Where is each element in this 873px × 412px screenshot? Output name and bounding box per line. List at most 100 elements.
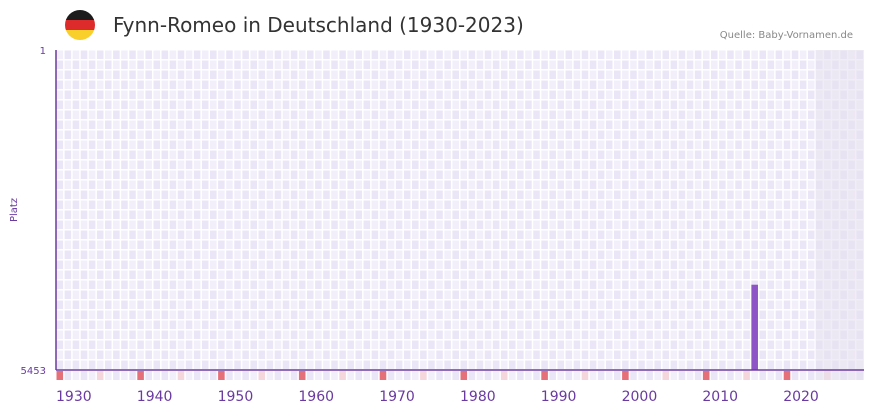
grid-cell [533,290,540,299]
year-marker [597,371,605,380]
grid-cell [751,240,758,249]
grid-cell [581,160,589,169]
grid-cell [177,170,185,179]
grid-cell [638,200,645,209]
grid-cell [403,60,411,69]
grid-cell [541,320,548,329]
grid-cell [298,240,306,249]
grid-cell [282,50,290,59]
grid-cell [234,180,241,189]
grid-cell [694,120,702,129]
grid-cell [56,260,64,269]
grid-cell [395,320,403,329]
grid-cell [104,80,112,89]
grid-cell [371,110,379,119]
grid-cell [306,200,314,209]
bar-2016[interactable] [751,284,758,370]
grid-cell [710,320,718,329]
grid-cell [533,130,540,139]
grid-cell [234,150,241,159]
grid-cell [436,110,443,119]
grid-cell [347,350,354,359]
grid-cell [331,70,338,79]
grid-cell [274,200,282,209]
grid-cell [185,190,193,199]
grid-cell [468,150,476,159]
grid-cell [412,190,419,199]
year-marker [395,371,403,380]
grid-cell [137,70,144,79]
grid-cell [468,320,476,329]
grid-cell [735,350,742,359]
grid-cell [234,220,241,229]
grid-cell [775,260,783,269]
grid-cell [80,250,88,259]
grid-cell [347,300,354,309]
grid-cell [436,240,443,249]
grid-cell [791,180,799,189]
grid-cell [323,120,330,129]
grid-cell [420,150,427,159]
grid-cell [113,120,120,129]
grid-cell [670,300,678,309]
grid-cell [298,70,306,79]
grid-cell [137,190,144,199]
grid-cell [686,270,694,279]
grid-cell [274,350,282,359]
grid-cell [436,140,443,149]
grid-cell [218,350,225,359]
grid-cell [298,160,306,169]
grid-cell [371,360,379,369]
grid-cell [799,60,807,69]
grid-cell [129,140,136,149]
grid-cell [541,250,548,259]
grid-cell [266,240,274,249]
grid-cell [258,150,266,159]
grid-cell [646,300,653,309]
year-marker [250,371,257,380]
grid-cell [428,130,435,139]
grid-cell [323,140,330,149]
grid-cell [201,150,209,159]
grid-cell [614,360,621,369]
grid-cell [670,360,678,369]
grid-cell [64,340,72,349]
grid-cell [686,240,694,249]
grid-cell [492,60,500,69]
grid-cell [743,150,750,159]
grid-cell [145,90,152,99]
grid-cell [525,360,532,369]
grid-cell [807,140,815,149]
grid-cell [323,200,330,209]
grid-cell [557,290,565,299]
grid-cell [193,140,201,149]
grid-cell [412,170,419,179]
grid-cell [549,330,556,339]
grid-cell [557,60,565,69]
grid-cell [395,200,403,209]
source-link[interactable]: Quelle: Baby-Vornamen.de [719,30,853,41]
chart-title: Fynn-Romeo in Deutschland (1930-2023) [113,13,524,37]
grid-cell [573,130,581,139]
grid-cell [799,200,807,209]
grid-cell [622,60,629,69]
grid-cell [791,260,799,269]
grid-cell [371,290,379,299]
grid-cell [234,100,241,109]
grid-cell [468,250,476,259]
grid-cell [201,350,209,359]
grid-cell [654,250,661,259]
grid-cell [670,260,678,269]
year-marker [670,371,678,380]
grid-cell [113,160,120,169]
grid-cell [339,200,346,209]
grid-cell [484,50,492,59]
grid-cell [266,280,274,289]
year-marker [783,371,791,380]
grid-cell [783,210,791,219]
grid-cell [533,110,540,119]
grid-cell [161,310,169,319]
grid-cell [751,130,758,139]
grid-cell [234,300,241,309]
grid-cell [605,270,613,279]
